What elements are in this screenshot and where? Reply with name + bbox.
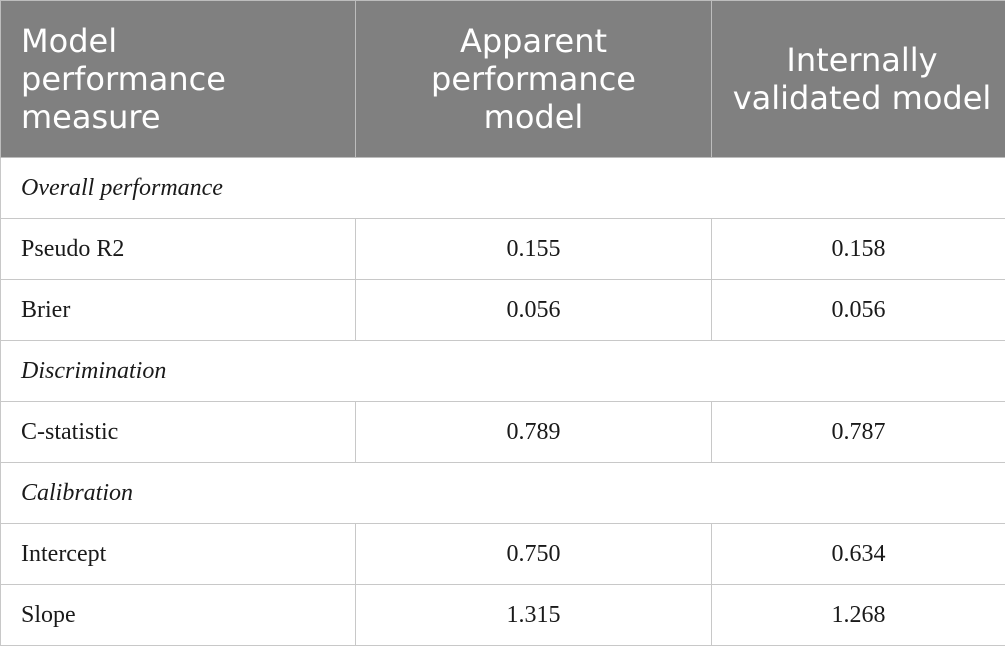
header-cell: Internally validated model — [711, 0, 1005, 158]
value-cell: 1.315 — [355, 584, 712, 646]
section-label: Discrimination — [0, 340, 1005, 402]
header-row: Model performance measure Apparent perfo… — [0, 0, 1005, 158]
section-row: Overall performance — [0, 157, 1005, 219]
section-label: Calibration — [0, 462, 1005, 524]
value-cell: 0.158 — [711, 218, 1005, 280]
row-label: Brier — [0, 279, 356, 341]
value-cell: 0.750 — [355, 523, 712, 585]
row-label: Slope — [0, 584, 356, 646]
header-cell: Apparent performance model — [355, 0, 712, 158]
results-table: Model performance measure Apparent perfo… — [0, 0, 1005, 646]
value-cell: 1.268 — [711, 584, 1005, 646]
data-row: Slope 1.315 1.268 — [0, 584, 1005, 646]
header-cell: Model performance measure — [0, 0, 356, 158]
value-cell: 0.634 — [711, 523, 1005, 585]
row-label: Intercept — [0, 523, 356, 585]
value-cell: 0.056 — [711, 279, 1005, 341]
table-header: Model performance measure Apparent perfo… — [0, 0, 1005, 158]
data-row: C-statistic 0.789 0.787 — [0, 401, 1005, 463]
header-text: Apparent performance model — [431, 22, 636, 136]
value-cell: 0.155 — [355, 218, 712, 280]
data-row: Intercept 0.750 0.634 — [0, 523, 1005, 585]
section-row: Discrimination — [0, 340, 1005, 402]
value-cell: 0.787 — [711, 401, 1005, 463]
row-label: C-statistic — [0, 401, 356, 463]
header-text: Model performance measure — [21, 22, 226, 136]
value-cell: 0.056 — [355, 279, 712, 341]
section-label: Overall performance — [0, 157, 1005, 219]
section-row: Calibration — [0, 462, 1005, 524]
header-text: Internally validated model — [732, 41, 992, 117]
row-label: Pseudo R2 — [0, 218, 356, 280]
table-body: Overall performance Pseudo R2 0.155 0.158 Br… — [0, 157, 1005, 646]
data-row: Brier 0.056 0.056 — [0, 279, 1005, 341]
data-row: Pseudo R2 0.155 0.158 — [0, 218, 1005, 280]
value-cell: 0.789 — [355, 401, 712, 463]
